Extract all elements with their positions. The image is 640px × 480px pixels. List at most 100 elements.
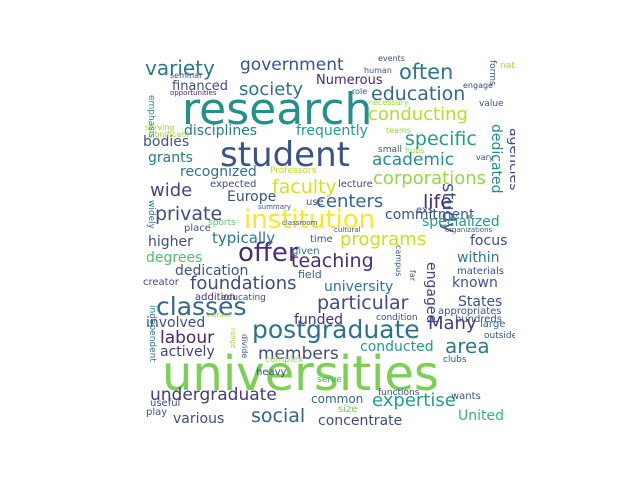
word: undergraduate	[150, 385, 277, 405]
word: summary	[258, 203, 292, 211]
word: grants	[148, 150, 193, 166]
word: outside	[484, 331, 515, 341]
word: programs	[340, 229, 427, 250]
word: area	[445, 334, 490, 358]
word: United	[458, 408, 504, 424]
word: field	[298, 268, 322, 281]
word: hundreds	[455, 314, 502, 325]
word: expected	[210, 179, 257, 190]
word: wide	[150, 180, 193, 201]
word: faculty	[272, 176, 337, 198]
word: centers	[316, 191, 384, 212]
word: engage	[463, 81, 493, 90]
word: particular	[317, 292, 409, 314]
word: time	[310, 234, 333, 245]
word: far	[408, 270, 417, 282]
word: size	[338, 404, 358, 415]
word: specific	[405, 128, 477, 150]
word: typically	[212, 229, 276, 247]
word: sports	[208, 218, 236, 228]
word: value	[479, 99, 504, 109]
word: academic	[372, 150, 455, 170]
word: widely	[146, 200, 156, 229]
word: play	[146, 407, 168, 418]
word: given	[292, 246, 320, 257]
word: expertise	[372, 390, 456, 411]
word: corporations	[373, 168, 487, 189]
word: campus	[394, 245, 403, 277]
word: vibrant	[206, 311, 231, 319]
word: research	[182, 84, 373, 135]
word: education	[371, 83, 466, 105]
word: classes	[156, 292, 247, 321]
word: within	[457, 250, 500, 266]
word-cloud: universities research student institutio…	[140, 50, 515, 425]
word: handful	[513, 340, 515, 375]
word: materials	[457, 266, 504, 277]
word: higher	[148, 234, 193, 250]
word: lecture	[338, 179, 373, 190]
word: necessary	[368, 98, 409, 107]
word: divide	[240, 334, 249, 359]
word: universities	[162, 346, 439, 402]
word: clubs	[443, 355, 467, 365]
word: degrees	[146, 250, 203, 266]
word: cultural	[334, 226, 361, 234]
word: vary	[476, 153, 494, 162]
word: human	[364, 66, 392, 75]
word: known	[452, 275, 498, 291]
word: use	[306, 197, 324, 208]
word: financed	[172, 79, 229, 94]
word: role	[352, 87, 368, 96]
word: university	[324, 279, 394, 295]
word: engaged	[423, 262, 439, 324]
word: hubs	[405, 146, 425, 155]
word: Professors	[270, 166, 317, 176]
word: complex	[265, 355, 304, 365]
word: independent	[147, 305, 157, 362]
word: agencies	[506, 128, 515, 191]
word: functions	[378, 388, 420, 398]
word: specialized	[422, 214, 500, 230]
word: postgraduate	[252, 315, 420, 344]
word: labour	[160, 328, 215, 348]
word: educating	[221, 293, 266, 303]
word: exs	[416, 205, 434, 216]
word: often	[399, 60, 454, 84]
word: foundations	[190, 273, 297, 294]
word: dedication	[175, 263, 249, 279]
word: bodies	[143, 134, 190, 150]
word: life	[423, 191, 452, 213]
word: appropriates	[438, 306, 502, 317]
word: opportunities	[170, 89, 217, 97]
word: teaching	[291, 250, 374, 272]
word: significant	[148, 130, 190, 139]
word: large	[480, 319, 506, 330]
word: funded	[294, 312, 344, 328]
word: Many	[428, 313, 477, 334]
word: Numerous	[316, 73, 383, 88]
word: wants	[451, 391, 481, 402]
word: recognized	[180, 164, 257, 180]
word: addition	[195, 292, 236, 303]
word: involved	[146, 315, 206, 331]
word: student	[220, 135, 350, 175]
word: small	[378, 145, 402, 155]
word: disciplines	[184, 123, 258, 139]
word: concentrate	[318, 413, 403, 425]
word: classroom	[282, 219, 318, 227]
word: events	[378, 54, 405, 63]
word: forms	[487, 60, 497, 86]
word: variety	[145, 56, 215, 80]
word: members	[258, 344, 339, 364]
word: offer	[238, 238, 299, 268]
word: frequently	[296, 123, 368, 139]
word: seminar	[170, 71, 203, 80]
word: useful	[150, 398, 181, 409]
word: focus	[470, 233, 508, 249]
word: private	[155, 203, 223, 225]
word: actively	[160, 344, 215, 360]
word: social	[251, 405, 306, 426]
word: organizations	[445, 226, 493, 234]
word: serve	[317, 375, 342, 385]
